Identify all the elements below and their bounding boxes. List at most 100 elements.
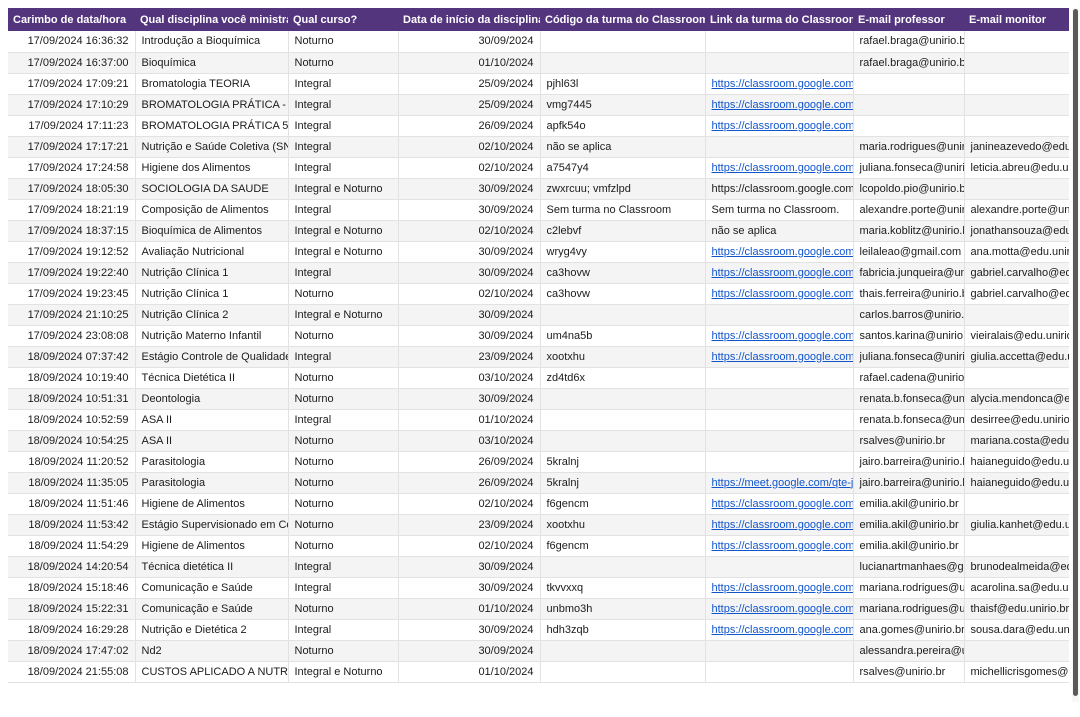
cell-classroom-code: um4na5b	[540, 325, 706, 347]
cell-monitor-email	[964, 73, 1069, 95]
cell-start-date: 02/10/2024	[398, 220, 541, 242]
cell-monitor-email: thaisf@edu.unirio.br	[964, 598, 1069, 620]
cell-classroom-link: https://classroom.google.com/c/N	[705, 241, 854, 263]
classroom-link[interactable]: https://meet.google.com/qte-jtcb-v	[711, 476, 853, 489]
classroom-link[interactable]: https://classroom.google.com/c/N	[711, 539, 853, 552]
table-row: 18/09/2024 21:55:08 CUSTOS APLICADO A NUT…	[8, 661, 1069, 683]
cell-discipline: Higiene dos Alimentos	[135, 157, 289, 179]
cell-classroom-code	[540, 388, 706, 410]
cell-start-date: 26/09/2024	[398, 115, 541, 137]
cell-start-date: 30/09/2024	[398, 388, 541, 410]
vertical-scrollbar[interactable]	[1072, 8, 1079, 702]
cell-discipline: Higiene de Alimentos	[135, 493, 289, 515]
cell-monitor-email: sousa.dara@edu.unirio.b	[964, 619, 1069, 641]
cell-start-date: 30/09/2024	[398, 199, 541, 221]
cell-professor-email: alexandre.porte@unirio.b	[853, 199, 965, 221]
cell-timestamp: 18/09/2024 15:18:46	[8, 577, 136, 599]
cell-start-date: 30/09/2024	[398, 325, 541, 347]
classroom-link[interactable]: https://classroom.google.com/c/N	[711, 287, 853, 300]
cell-monitor-email: haianeguido@edu.unirio.	[964, 451, 1069, 473]
classroom-link[interactable]: https://classroom.google.com/c/N	[711, 119, 853, 132]
cell-classroom-code: f6gencm	[540, 535, 706, 557]
cell-course: Noturno	[288, 367, 399, 389]
table-row: 17/09/2024 17:24:58 Higiene dos Alimentos…	[8, 157, 1069, 179]
cell-course: Integral	[288, 199, 399, 221]
classroom-link[interactable]: https://classroom.google.com/c/N	[711, 245, 853, 258]
cell-classroom-code: hdh3zqb	[540, 619, 706, 641]
cell-discipline: Nutrição Clínica 1	[135, 283, 289, 305]
cell-classroom-link: https://classroom.google.com/c/N	[705, 346, 854, 368]
cell-course: Noturno	[288, 388, 399, 410]
table-row: 17/09/2024 23:08:08 Nutrição Materno Infa…	[8, 325, 1069, 347]
cell-discipline: Bioquímica	[135, 52, 289, 74]
classroom-link[interactable]: https://classroom.google.com/u/1	[711, 497, 853, 510]
cell-classroom-link	[705, 556, 854, 578]
classroom-link[interactable]: https://classroom.google.com/c/N	[711, 77, 853, 90]
classroom-link[interactable]: https://classroom.google.com/c/N	[711, 602, 853, 615]
cell-discipline: Bioquímica de Alimentos	[135, 220, 289, 242]
cell-classroom-code: ca3hovw	[540, 283, 706, 305]
cell-professor-email: thais.ferreira@unirio.br	[853, 283, 965, 305]
cell-professor-email: rsalves@unirio.br	[853, 661, 965, 683]
cell-professor-email: maria.rodrigues@unirio.b	[853, 136, 965, 158]
cell-timestamp: 17/09/2024 19:22:40	[8, 262, 136, 284]
cell-course: Noturno	[288, 472, 399, 494]
table-row: 17/09/2024 19:12:52 Avaliação Nutricional…	[8, 241, 1069, 263]
cell-discipline: Higiene de Alimentos	[135, 535, 289, 557]
cell-discipline: Nd2	[135, 640, 289, 662]
table-row: 18/09/2024 11:54:29 Higiene de Alimentos N…	[8, 535, 1069, 557]
cell-discipline: Nutrição Clínica 1	[135, 262, 289, 284]
cell-monitor-email: leticia.abreu@edu.unirio.	[964, 157, 1069, 179]
cell-professor-email: rsalves@unirio.br	[853, 430, 965, 452]
cell-timestamp: 17/09/2024 17:09:21	[8, 73, 136, 95]
cell-discipline: Nutrição Clínica 2	[135, 304, 289, 326]
cell-professor-email: santos.karina@unirio.br	[853, 325, 965, 347]
classroom-link[interactable]: https://classroom.google.com/c/N	[711, 98, 853, 111]
cell-start-date: 30/09/2024	[398, 178, 541, 200]
cell-course: Integral	[288, 409, 399, 431]
cell-monitor-email	[964, 94, 1069, 116]
cell-timestamp: 17/09/2024 17:10:29	[8, 94, 136, 116]
cell-classroom-code	[540, 304, 706, 326]
classroom-link[interactable]: https://classroom.google.com/c/N	[711, 161, 853, 174]
cell-classroom-link: https://classroom.google.com/c/N	[705, 283, 854, 305]
cell-start-date: 30/09/2024	[398, 640, 541, 662]
classroom-link[interactable]: https://classroom.google.com/c/N	[711, 518, 853, 531]
cell-professor-email	[853, 115, 965, 137]
cell-monitor-email	[964, 52, 1069, 74]
cell-monitor-email	[964, 535, 1069, 557]
table-row: 17/09/2024 16:36:32 Introdução a Bioquími…	[8, 31, 1069, 53]
cell-monitor-email: gabriel.carvalho@edu.un	[964, 262, 1069, 284]
cell-discipline: Deontologia	[135, 388, 289, 410]
classroom-link[interactable]: https://classroom.google.com/c/N	[711, 581, 853, 594]
table-row: 18/09/2024 10:19:40 Técnica Dietética II N…	[8, 367, 1069, 389]
cell-monitor-email	[964, 367, 1069, 389]
cell-classroom-code: xootxhu	[540, 514, 706, 536]
scrollbar-thumb[interactable]	[1073, 9, 1078, 697]
table-row: 17/09/2024 18:37:15 Bioquímica de Aliment…	[8, 220, 1069, 242]
cell-monitor-email: giulia.accetta@edu.unirio	[964, 346, 1069, 368]
cell-timestamp: 17/09/2024 18:37:15	[8, 220, 136, 242]
cell-timestamp: 17/09/2024 21:10:25	[8, 304, 136, 326]
cell-course: Noturno	[288, 598, 399, 620]
cell-timestamp: 18/09/2024 10:54:25	[8, 430, 136, 452]
cell-monitor-email: alexandre.porte@unirio.b	[964, 199, 1069, 221]
cell-course: Integral e Noturno	[288, 304, 399, 326]
table-row: 18/09/2024 15:22:31 Comunicação e Saúde No…	[8, 598, 1069, 620]
cell-timestamp: 18/09/2024 11:54:29	[8, 535, 136, 557]
header-row: Carimbo de data/hora Qual disciplina você…	[8, 8, 1069, 31]
classroom-link[interactable]: https://classroom.google.com/c/N	[711, 350, 853, 363]
responses-table: Carimbo de data/hora Qual disciplina você…	[8, 8, 1069, 683]
cell-timestamp: 18/09/2024 10:19:40	[8, 367, 136, 389]
cell-discipline: Técnica dietética II	[135, 556, 289, 578]
classroom-link[interactable]: https://classroom.google.com/c/N	[711, 266, 853, 279]
cell-classroom-link	[705, 409, 854, 431]
classroom-link[interactable]: https://classroom.google.com/c/N	[711, 623, 853, 636]
cell-classroom-code: a7547y4	[540, 157, 706, 179]
cell-start-date: 23/09/2024	[398, 514, 541, 536]
cell-course: Noturno	[288, 514, 399, 536]
classroom-link[interactable]: https://classroom.google.com/c/N	[711, 329, 853, 342]
cell-start-date: 02/10/2024	[398, 535, 541, 557]
cell-course: Integral	[288, 262, 399, 284]
cell-professor-email: carlos.barros@unirio.br	[853, 304, 965, 326]
